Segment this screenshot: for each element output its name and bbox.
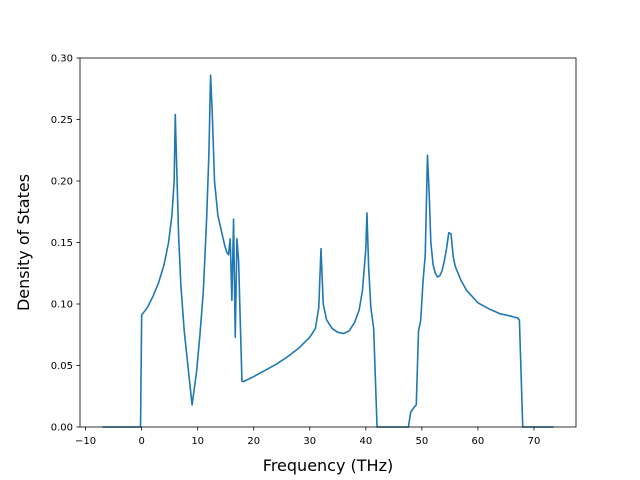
y-axis-ticks: 0.00 0.05 0.10 0.15 0.20 0.25 0.30 [51,54,80,434]
y-tick-label: 0.00 [51,423,73,434]
x-tick-label: 50 [416,436,429,447]
x-tick-label: 0 [138,436,144,447]
y-tick-label: 0.25 [51,115,73,126]
x-axis-ticks: −10 0 10 20 30 40 50 60 70 [75,427,540,447]
x-tick-label: 30 [303,436,316,447]
x-axis-title: Frequency (THz) [263,456,393,475]
plot-frame [79,57,577,428]
y-tick-label: 0.20 [51,177,73,188]
x-tick-label: 60 [472,436,485,447]
x-tick-label: 10 [191,436,204,447]
y-tick-label: 0.30 [51,54,73,65]
series-layer [102,74,554,428]
x-tick-label: 70 [528,436,541,447]
dos-line [102,74,554,428]
x-tick-label: 20 [247,436,260,447]
y-tick-label: 0.05 [51,361,73,372]
y-axis-title: Density of States [14,174,33,311]
y-tick-label: 0.10 [51,300,73,311]
x-tick-label: −10 [75,436,96,447]
y-tick-label: 0.15 [51,238,73,249]
x-tick-label: 40 [359,436,372,447]
